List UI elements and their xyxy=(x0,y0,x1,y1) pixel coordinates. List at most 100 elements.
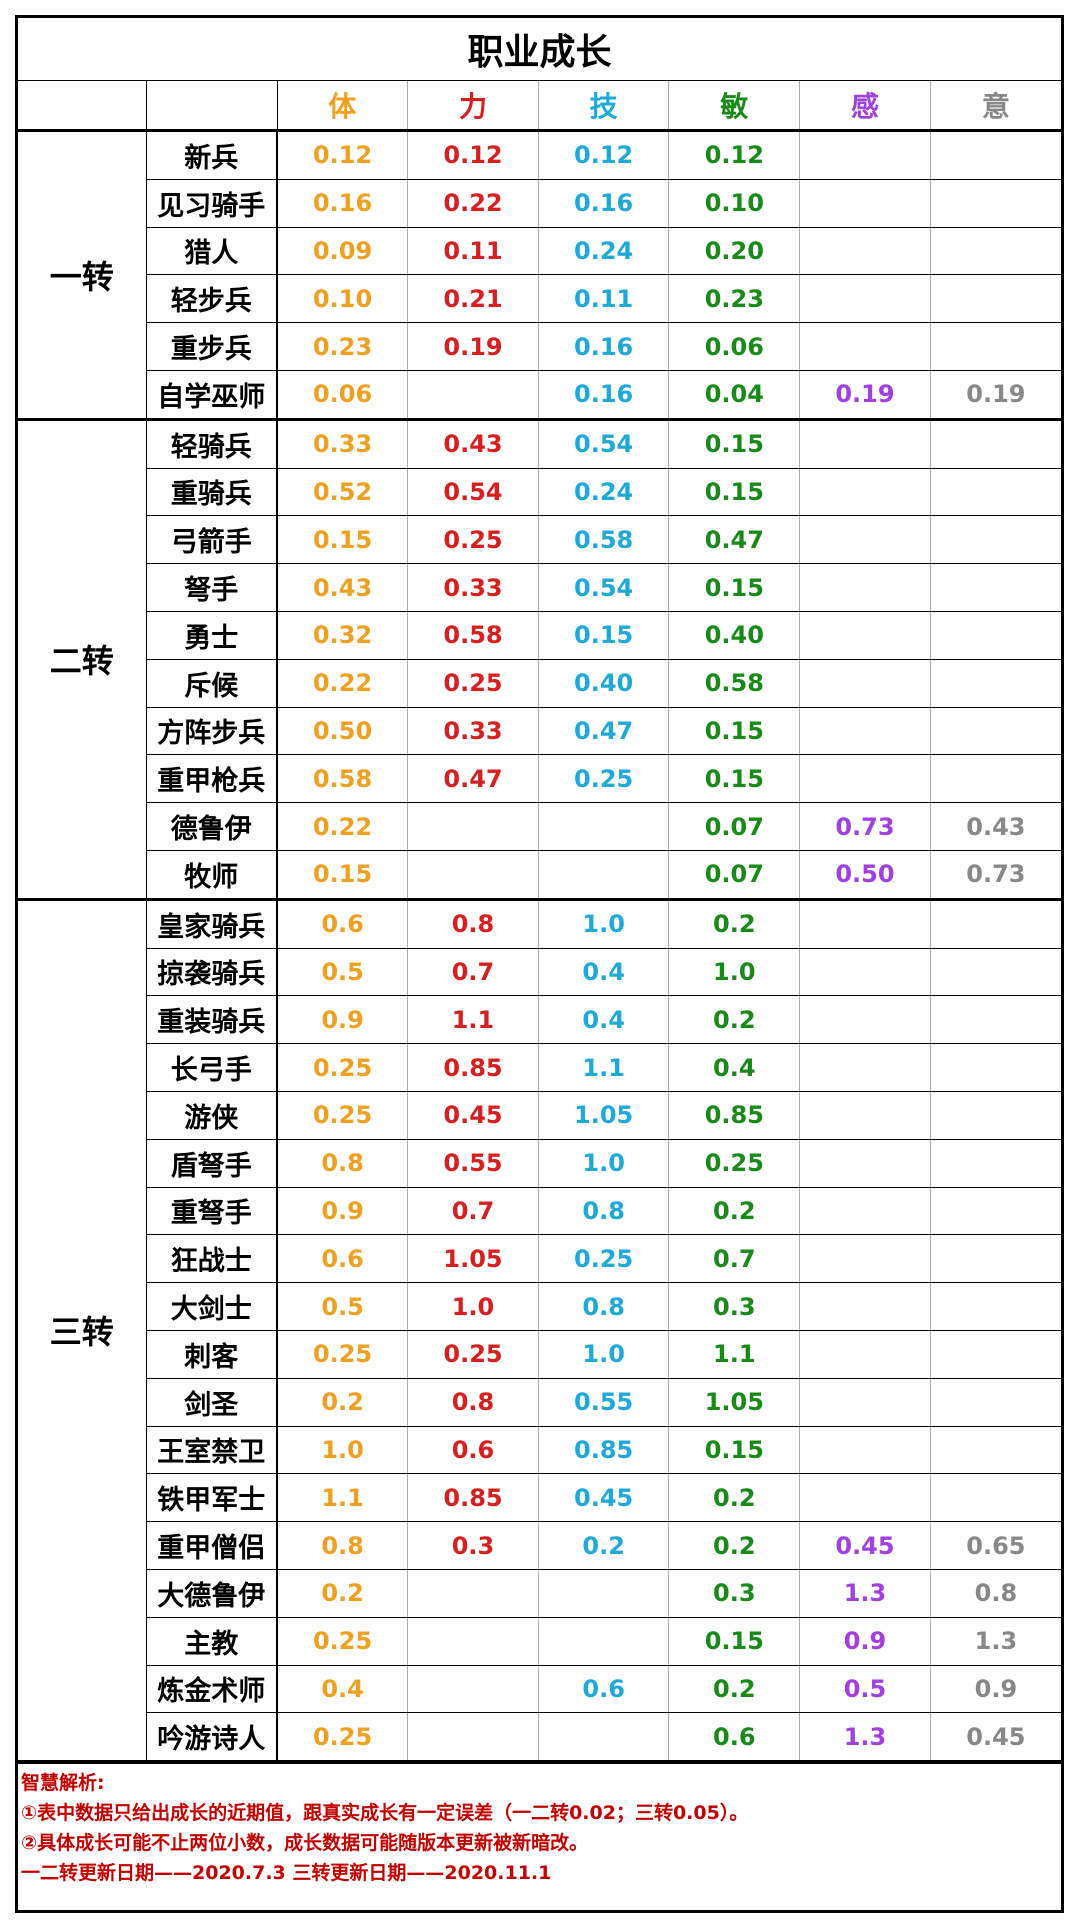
stat-cell: 1.0 xyxy=(668,947,801,997)
stat-cell: 1.05 xyxy=(407,1234,539,1284)
stat-cell: 0.43 xyxy=(407,417,539,469)
stat-cell xyxy=(929,658,1061,708)
stat-cell xyxy=(929,1377,1061,1427)
class-name: 德鲁伊 xyxy=(145,802,278,851)
stat-cell: 0.04 xyxy=(668,369,801,420)
stat-cell: 0.8 xyxy=(276,1521,409,1570)
table-row: 一转 新兵 0.12 0.12 0.12 0.12 xyxy=(18,129,1061,420)
stat-cell xyxy=(799,1425,931,1475)
stat-cell: 0.6 xyxy=(537,1664,670,1714)
stat-cell: 0.15 xyxy=(668,706,801,756)
stat-cell xyxy=(799,563,931,612)
stat-cell: 0.43 xyxy=(929,802,1061,851)
stat-cell: 0.06 xyxy=(276,369,409,420)
stat-cell: 0.25 xyxy=(276,1616,409,1666)
stat-cell: 0.43 xyxy=(276,563,409,612)
stat-cell: 0.3 xyxy=(668,1282,801,1331)
column-header: 体 xyxy=(276,80,409,131)
stat-cell: 0.15 xyxy=(668,467,801,517)
stat-cell: 0.25 xyxy=(276,1043,409,1092)
stat-cell: 0.3 xyxy=(668,1568,801,1618)
stat-cell: 0.65 xyxy=(929,1521,1061,1570)
stat-cell xyxy=(929,467,1061,517)
stat-cell: 0.06 xyxy=(668,322,801,371)
stat-cell: 0.4 xyxy=(537,995,670,1045)
stat-cell xyxy=(929,754,1061,804)
stat-cell xyxy=(799,1473,931,1523)
class-name: 掠袭骑兵 xyxy=(145,947,278,997)
stat-cell: 0.8 xyxy=(537,1282,670,1331)
class-name: 自学巫师 xyxy=(145,369,278,420)
stat-cell xyxy=(799,1138,931,1188)
stat-cell: 0.4 xyxy=(668,1043,801,1092)
stat-cell: 0.8 xyxy=(407,897,539,949)
class-name: 重弩手 xyxy=(145,1186,278,1236)
table-row: 铁甲军士 1.1 0.85 0.45 0.2 xyxy=(18,1473,1061,1523)
stat-cell: 0.10 xyxy=(668,178,801,228)
stat-cell: 0.2 xyxy=(668,1664,801,1714)
stat-cell xyxy=(929,1425,1061,1475)
stat-cell xyxy=(799,274,931,324)
class-name: 长弓手 xyxy=(145,1043,278,1092)
stat-cell: 0.22 xyxy=(407,178,539,228)
stat-cell xyxy=(929,322,1061,371)
stat-cell: 0.50 xyxy=(276,706,409,756)
stat-cell: 0.6 xyxy=(276,897,409,949)
class-name: 大剑士 xyxy=(145,1282,278,1331)
stat-cell: 0.25 xyxy=(407,1329,539,1379)
class-name: 炼金术师 xyxy=(145,1664,278,1714)
stat-cell xyxy=(929,706,1061,756)
stat-cell: 0.5 xyxy=(276,947,409,997)
table-row: 重骑兵 0.52 0.54 0.24 0.15 xyxy=(18,467,1061,517)
stat-cell: 0.7 xyxy=(407,1186,539,1236)
stat-cell: 0.58 xyxy=(407,610,539,660)
stat-cell xyxy=(799,178,931,228)
stat-cell: 0.2 xyxy=(668,1186,801,1236)
stat-cell: 0.40 xyxy=(668,610,801,660)
class-name: 剑圣 xyxy=(145,1377,278,1427)
class-name: 王室禁卫 xyxy=(145,1425,278,1475)
table-row: 长弓手 0.25 0.85 1.1 0.4 xyxy=(18,1043,1061,1092)
table-row: 方阵步兵 0.50 0.33 0.47 0.15 xyxy=(18,706,1061,756)
stat-cell: 0.8 xyxy=(929,1568,1061,1618)
stat-cell: 0.5 xyxy=(799,1664,931,1714)
stat-cell: 0.24 xyxy=(537,226,670,276)
table-row: 重弩手 0.9 0.7 0.8 0.2 xyxy=(18,1186,1061,1236)
stat-cell: 0.6 xyxy=(668,1712,801,1762)
table-row: 炼金术师 0.4 0.6 0.2 0.5 0.9 xyxy=(18,1664,1061,1714)
stat-cell: 0.24 xyxy=(537,467,670,517)
stat-cell: 0.2 xyxy=(668,897,801,949)
stat-cell: 1.0 xyxy=(537,1329,670,1379)
stat-cell: 0.9 xyxy=(276,995,409,1045)
stat-cell xyxy=(799,322,931,371)
stat-cell xyxy=(799,1090,931,1140)
stat-cell xyxy=(799,947,931,997)
stat-cell xyxy=(799,1186,931,1236)
class-name: 皇家骑兵 xyxy=(145,897,278,949)
stat-cell: 0.58 xyxy=(668,658,801,708)
stat-cell: 0.23 xyxy=(668,274,801,324)
stat-cell xyxy=(929,274,1061,324)
stat-cell: 0.58 xyxy=(537,515,670,565)
stat-cell: 0.20 xyxy=(668,226,801,276)
stat-cell: 0.85 xyxy=(407,1043,539,1092)
stat-cell: 0.12 xyxy=(407,129,539,180)
table-row: 重步兵 0.23 0.19 0.16 0.06 xyxy=(18,322,1061,371)
class-name: 重骑兵 xyxy=(145,467,278,517)
stat-cell: 0.7 xyxy=(668,1234,801,1284)
stat-cell: 0.12 xyxy=(668,129,801,180)
table-row: 自学巫师 0.06 0.16 0.04 0.19 0.19 xyxy=(18,369,1061,420)
stat-cell: 1.3 xyxy=(799,1568,931,1618)
stat-cell xyxy=(929,178,1061,228)
group-label: 一转 xyxy=(18,129,147,420)
stat-cell: 0.25 xyxy=(407,515,539,565)
class-name: 刺客 xyxy=(145,1329,278,1379)
stat-cell xyxy=(929,515,1061,565)
stat-cell: 0.55 xyxy=(537,1377,670,1427)
stat-cell xyxy=(929,1138,1061,1188)
table-row: 重装骑兵 0.9 1.1 0.4 0.2 xyxy=(18,995,1061,1045)
stat-cell: 0.47 xyxy=(537,706,670,756)
table-row: 重甲僧侣 0.8 0.3 0.2 0.2 0.45 0.65 xyxy=(18,1521,1061,1570)
stat-cell: 0.6 xyxy=(407,1425,539,1475)
stat-cell: 0.16 xyxy=(276,178,409,228)
